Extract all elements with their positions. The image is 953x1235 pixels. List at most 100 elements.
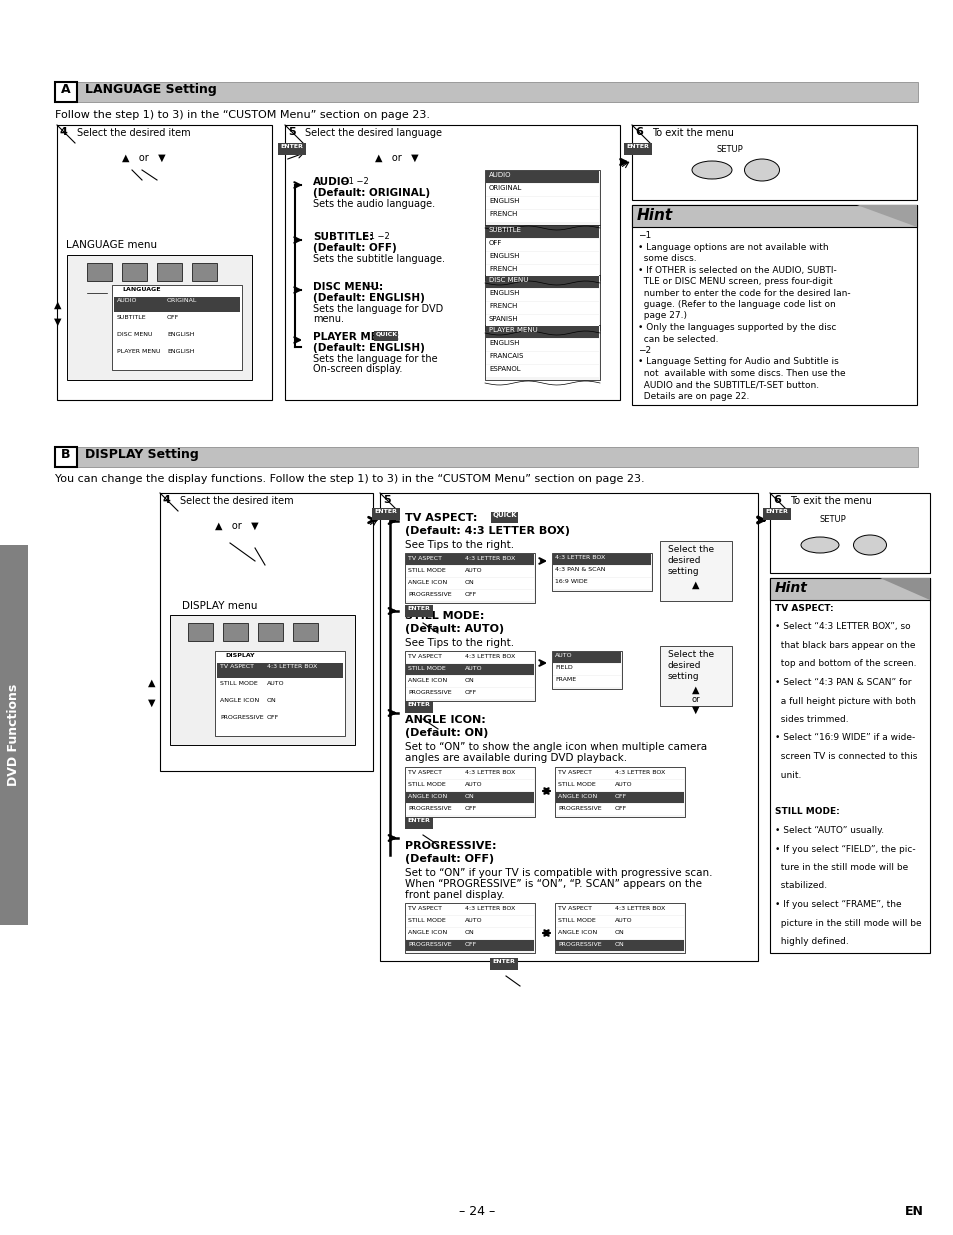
Text: ENGLISH: ENGLISH xyxy=(489,340,519,346)
Text: ON: ON xyxy=(464,580,475,585)
Text: ▲: ▲ xyxy=(692,580,699,590)
Text: PROGRESSIVE:: PROGRESSIVE: xyxy=(405,841,496,851)
Text: Set to “ON” to show the angle icon when multiple camera: Set to “ON” to show the angle icon when … xyxy=(405,742,706,752)
Ellipse shape xyxy=(801,537,838,553)
Bar xyxy=(379,493,758,961)
Text: • Select “AUTO” usually.: • Select “AUTO” usually. xyxy=(774,826,883,835)
Text: TV ASPECT: TV ASPECT xyxy=(558,906,592,911)
Bar xyxy=(257,622,283,641)
Text: PROGRESSIVE: PROGRESSIVE xyxy=(558,806,601,811)
Ellipse shape xyxy=(691,161,731,179)
Text: 4:3 LETTER BOX: 4:3 LETTER BOX xyxy=(464,556,515,561)
Text: FRAME: FRAME xyxy=(555,677,576,682)
Bar xyxy=(553,652,620,663)
Text: STILL MODE: STILL MODE xyxy=(558,918,595,923)
Text: (Default: ENGLISH): (Default: ENGLISH) xyxy=(313,293,424,303)
Text: PROGRESSIVE: PROGRESSIVE xyxy=(408,942,451,947)
Bar xyxy=(556,904,683,915)
Bar xyxy=(0,545,28,925)
Text: • If you select “FRAME”, the: • If you select “FRAME”, the xyxy=(774,900,901,909)
Text: DISPLAY menu: DISPLAY menu xyxy=(182,601,257,611)
Bar xyxy=(556,916,683,927)
Bar xyxy=(406,578,534,589)
Bar xyxy=(55,447,77,467)
Text: ENGLISH: ENGLISH xyxy=(489,198,519,204)
Text: ▲: ▲ xyxy=(692,685,699,695)
Text: FRENCH: FRENCH xyxy=(489,303,517,309)
Bar xyxy=(552,553,651,592)
Bar xyxy=(406,804,534,815)
Text: • If you select “FIELD”, the pic-: • If you select “FIELD”, the pic- xyxy=(774,845,915,853)
Bar xyxy=(659,646,731,706)
Text: (Default: 4:3 LETTER BOX): (Default: 4:3 LETTER BOX) xyxy=(405,526,569,536)
Bar xyxy=(216,680,343,695)
Bar xyxy=(485,352,598,364)
Bar xyxy=(57,125,272,400)
Bar xyxy=(293,622,317,641)
Text: ORIGINAL: ORIGINAL xyxy=(167,298,197,303)
Text: −1: −1 xyxy=(638,231,651,240)
Bar xyxy=(484,325,599,380)
Text: ENTER: ENTER xyxy=(407,606,430,611)
Bar xyxy=(160,493,373,771)
Bar xyxy=(406,904,534,915)
Text: ENTER: ENTER xyxy=(374,509,396,514)
Bar xyxy=(406,768,534,779)
Text: LANGUAGE: LANGUAGE xyxy=(122,287,160,291)
Bar xyxy=(405,701,433,713)
Bar xyxy=(55,447,917,467)
Bar xyxy=(157,263,182,282)
Text: ▲   or   ▼: ▲ or ▼ xyxy=(375,153,418,163)
Bar xyxy=(556,927,683,939)
Text: DVD Functions: DVD Functions xyxy=(8,684,20,787)
Text: ENGLISH: ENGLISH xyxy=(489,290,519,296)
Text: ENTER: ENTER xyxy=(407,701,430,706)
Bar xyxy=(485,240,598,251)
Text: 4:3 LETTER BOX: 4:3 LETTER BOX xyxy=(615,906,664,911)
Text: ON: ON xyxy=(267,698,276,703)
Text: AUDIO and the SUBTITLE/T-SET button.: AUDIO and the SUBTITLE/T-SET button. xyxy=(638,380,819,389)
Text: OFF: OFF xyxy=(464,806,476,811)
Text: AUTO: AUTO xyxy=(464,568,482,573)
Bar xyxy=(553,578,650,589)
Bar xyxy=(87,263,112,282)
Text: −1 −2: −1 −2 xyxy=(338,177,369,186)
Text: Sets the language for DVD: Sets the language for DVD xyxy=(313,304,443,314)
Text: AUDIO: AUDIO xyxy=(313,177,350,186)
Text: ▼: ▼ xyxy=(54,317,61,327)
Text: Select the desired item: Select the desired item xyxy=(77,128,191,138)
Bar xyxy=(553,555,650,564)
Ellipse shape xyxy=(853,535,885,555)
Text: desired: desired xyxy=(667,661,700,671)
Text: DISC MENU:: DISC MENU: xyxy=(313,282,383,291)
Text: STILL MODE: STILL MODE xyxy=(558,782,595,787)
Bar xyxy=(405,605,433,618)
Text: AUTO: AUTO xyxy=(267,680,284,685)
Bar xyxy=(285,125,619,400)
Text: ENTER: ENTER xyxy=(407,818,430,823)
Bar xyxy=(556,940,683,951)
Text: PROGRESSIVE: PROGRESSIVE xyxy=(408,690,451,695)
Bar xyxy=(769,578,929,953)
Text: EN: EN xyxy=(904,1205,923,1218)
Text: When “PROGRESSIVE” is “ON”, “P. SCAN” appears on the: When “PROGRESSIVE” is “ON”, “P. SCAN” ap… xyxy=(405,879,701,889)
Bar xyxy=(406,590,534,601)
Text: a full height picture with both: a full height picture with both xyxy=(774,697,915,705)
Text: Select the: Select the xyxy=(667,545,714,555)
Text: Select the desired language: Select the desired language xyxy=(305,128,441,138)
Text: OFF: OFF xyxy=(615,806,626,811)
Bar xyxy=(553,566,650,577)
Text: that black bars appear on the: that black bars appear on the xyxy=(774,641,915,650)
Text: OFF: OFF xyxy=(464,592,476,597)
Text: PLAYER MENU: PLAYER MENU xyxy=(117,350,160,354)
Text: SETUP: SETUP xyxy=(717,144,743,154)
Bar xyxy=(484,170,599,225)
Text: Sets the audio language.: Sets the audio language. xyxy=(313,199,435,209)
Text: (Default: AUTO): (Default: AUTO) xyxy=(405,624,503,634)
Text: 4: 4 xyxy=(163,495,171,505)
Bar xyxy=(113,331,240,346)
Text: highly defined.: highly defined. xyxy=(774,937,848,946)
Text: picture in the still mode will be: picture in the still mode will be xyxy=(774,919,921,927)
Text: FRENCH: FRENCH xyxy=(489,266,517,272)
Bar xyxy=(631,205,916,227)
